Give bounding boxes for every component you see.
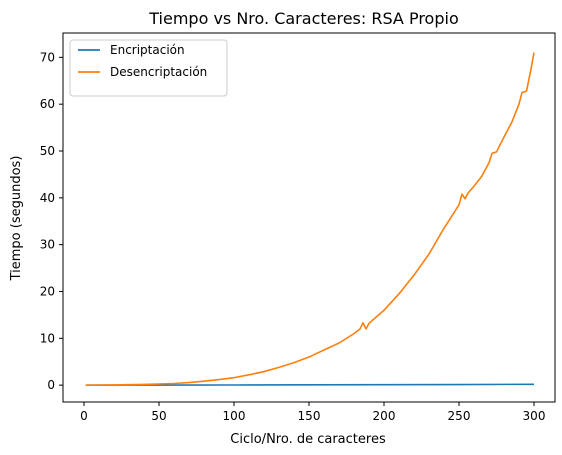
y-tick-label: 70	[40, 50, 55, 64]
y-tick-label: 10	[40, 331, 55, 345]
series-layer	[85, 52, 535, 386]
x-tick-label: 100	[223, 409, 246, 423]
y-tick-label: 0	[47, 378, 55, 392]
y-tick-label: 20	[40, 284, 55, 298]
y-tick-label: 40	[40, 191, 55, 205]
x-tick-label: 0	[80, 409, 88, 423]
x-tick-label: 300	[523, 409, 546, 423]
legend-label-2: Desencriptación	[110, 65, 207, 79]
y-tick-label: 30	[40, 238, 55, 252]
x-tick-label: 250	[448, 409, 471, 423]
x-tick-label: 200	[373, 409, 396, 423]
series-line-1	[85, 383, 535, 386]
y-axis: 0 10 20 30 40 50 60 70	[40, 50, 63, 392]
x-axis: 0 50 100 150 200 250 300	[80, 402, 545, 423]
legend: Encriptación Desencriptación	[69, 39, 228, 97]
series-line-2	[85, 52, 535, 386]
y-axis-label: Tiempo (segundos)	[9, 156, 24, 282]
y-tick-label: 50	[40, 144, 55, 158]
legend-box	[69, 39, 228, 97]
x-axis-label: Ciclo/Nro. de caracteres	[230, 432, 386, 447]
chart-title: Tiempo vs Nro. Caracteres: RSA Propio	[148, 9, 458, 28]
x-tick-label: 150	[298, 409, 321, 423]
legend-label-1: Encriptación	[110, 43, 185, 57]
y-tick-label: 60	[40, 97, 55, 111]
x-tick-label: 50	[151, 409, 166, 423]
